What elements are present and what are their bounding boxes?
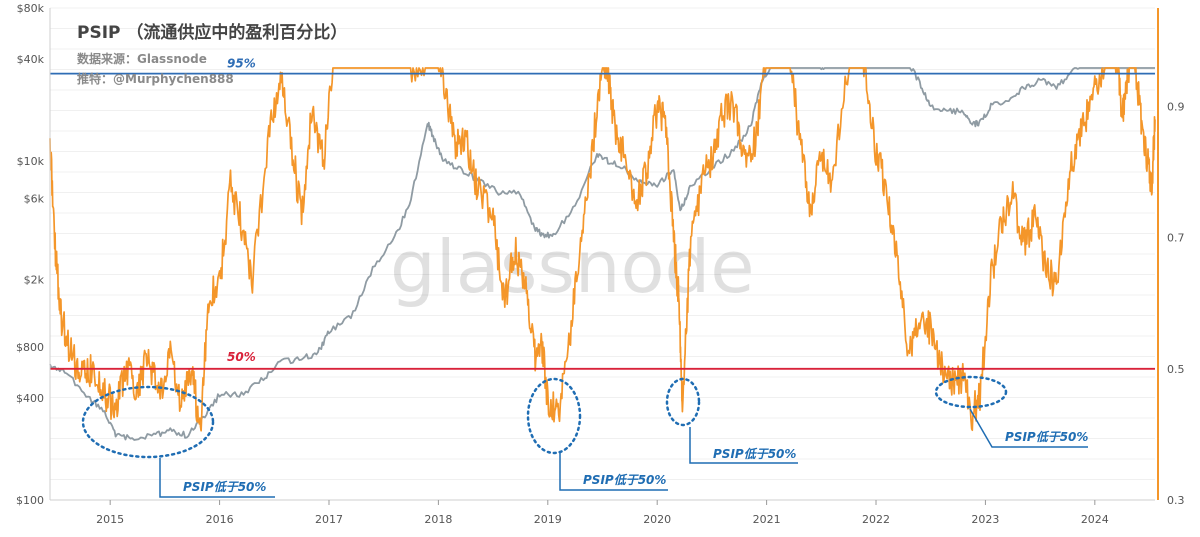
x-tick-label: 2018 [424, 513, 452, 526]
reference-label-50pct: 50% [227, 350, 256, 364]
left-tick-label: $80k [17, 2, 45, 15]
axes: $100 $400 $800 $2k $6k $10k $40k $80k 0.3 0.5 0.7 0… [16, 2, 1185, 526]
data-source: 数据来源：Glassnode [77, 51, 207, 66]
annotation-ellipse [81, 385, 215, 459]
annotation-label: PSIP低于50% [713, 447, 796, 461]
right-tick-label: 0.9 [1167, 100, 1185, 113]
price-series-line [49, 67, 1156, 441]
annotation-ellipse [934, 375, 1008, 409]
annotation-callout-line [159, 458, 275, 498]
annotation-callout-line [689, 427, 798, 464]
annotation-label: PSIP低于50% [183, 480, 266, 494]
x-tick-label: 2017 [315, 513, 343, 526]
reference-lines: 95% 50% [50, 57, 1155, 370]
annotation-callout-line [559, 453, 668, 491]
watermark: glassnode [390, 225, 755, 309]
x-tick-label: 2023 [971, 513, 999, 526]
annotations: PSIP低于50% PSIP低于50% PSIP低于50% PSIP低于50% [81, 375, 1088, 498]
x-tick-label: 2015 [96, 513, 124, 526]
right-tick-label: 0.7 [1167, 232, 1185, 245]
left-tick-label: $10k [17, 155, 45, 168]
left-tick-label: $100 [16, 494, 44, 507]
left-tick-label: $6k [24, 193, 45, 206]
annotation-callout-line [969, 408, 1088, 448]
annotation-ellipse [665, 377, 701, 427]
annotation-label: PSIP低于50% [583, 473, 666, 487]
x-tick-label: 2024 [1081, 513, 1109, 526]
x-tick-label: 2019 [534, 513, 562, 526]
left-tick-label: $400 [16, 392, 44, 405]
twitter-handle: 推特：@Murphychen888 [77, 71, 234, 86]
reference-label-95pct: 95% [227, 57, 256, 71]
annotation-label: PSIP低于50% [1005, 430, 1088, 444]
series-layer [49, 67, 1156, 441]
right-tick-label: 0.3 [1167, 494, 1185, 507]
x-tick-label: 2022 [862, 513, 890, 526]
x-tick-label: 2020 [643, 513, 671, 526]
chart-title: PSIP （流通供应中的盈利百分比） [77, 22, 347, 43]
psip-series-line [49, 67, 1156, 432]
left-tick-label: $800 [16, 341, 44, 354]
x-tick-label: 2021 [753, 513, 781, 526]
annotation-ellipse [526, 377, 582, 455]
left-tick-label: $40k [17, 53, 45, 66]
right-tick-label: 0.5 [1167, 363, 1185, 376]
x-tick-label: 2016 [206, 513, 234, 526]
left-tick-label: $2k [24, 274, 45, 287]
